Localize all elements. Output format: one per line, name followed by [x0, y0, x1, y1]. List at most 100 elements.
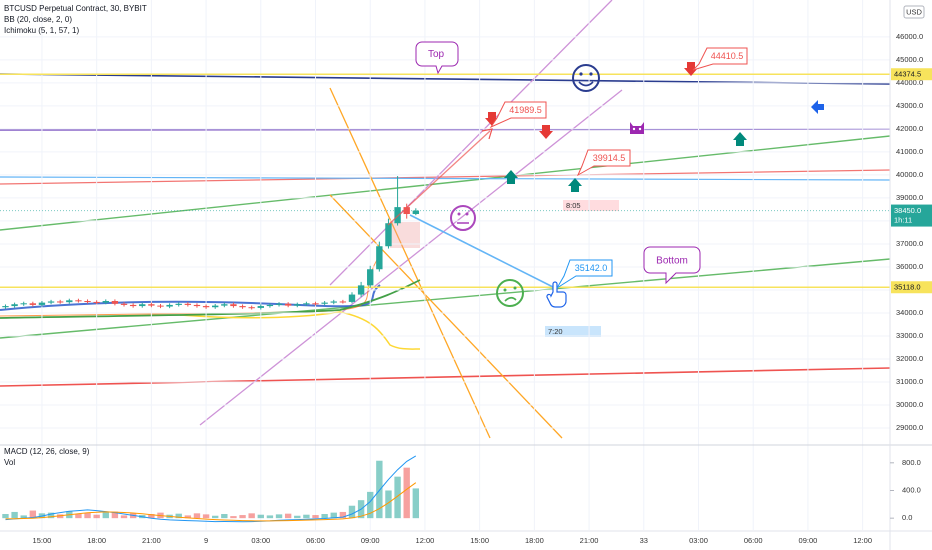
trend-line [0, 367, 891, 387]
price-label-bg [891, 281, 932, 294]
volume-bar [385, 490, 392, 519]
price-label-bg [891, 68, 932, 81]
volume-bar [266, 515, 274, 519]
candle-body [193, 304, 201, 307]
x-tick-label: 18:00 [87, 536, 106, 545]
x-tick-label: 9 [204, 536, 208, 545]
callout: Bottom [643, 246, 701, 285]
volume-bar [284, 513, 292, 519]
y-tick-label: 41000.0 [896, 147, 923, 156]
candle-body [66, 300, 73, 303]
candle-body [348, 294, 356, 302]
y-tick-label: 33000.0 [896, 331, 923, 340]
candle-body [2, 306, 9, 308]
volume-bar [29, 510, 37, 519]
price-label: 38450.0 [894, 206, 921, 215]
y-tick-label: 39000.0 [896, 193, 923, 202]
down-arrow [485, 112, 499, 126]
candle-body [184, 303, 192, 305]
y-tick-label: 31000.0 [896, 377, 923, 386]
x-tick-label: 03:00 [689, 536, 708, 545]
plot [0, 73, 890, 523]
volume-bar [339, 511, 347, 519]
callout: 44410.5 [692, 47, 748, 71]
candle-body [303, 303, 310, 305]
volume-bar [303, 514, 310, 519]
bb-band [0, 284, 381, 311]
trend-line [0, 176, 891, 181]
volume-bar [239, 515, 246, 519]
candle-body [212, 305, 219, 308]
volume-bar [84, 512, 91, 519]
y-tick-label: 36000.0 [896, 262, 923, 271]
x-tick-label: 33 [640, 536, 648, 545]
candle-body [330, 301, 337, 303]
indicator-line [5, 455, 417, 523]
candle-body [294, 304, 301, 306]
cat-icon [630, 122, 644, 134]
y-tick-label: 43000.0 [896, 101, 923, 110]
sad-face [496, 279, 524, 307]
volume-bar [230, 516, 237, 519]
candle-body [175, 303, 182, 305]
volume-bar [111, 511, 119, 519]
candle-body [367, 269, 374, 286]
volume-bar [412, 488, 420, 519]
ichimoku-line [179, 311, 421, 350]
volume-bar [275, 514, 283, 519]
hand-pointer [546, 281, 567, 308]
indicator-label: Ichimoku (5, 1, 57, 1) [4, 26, 79, 35]
countdown: 1h:11 [894, 216, 912, 225]
volume-bar [294, 515, 301, 519]
volume-bar [148, 514, 155, 519]
x-tick-label: 06:00 [744, 536, 763, 545]
volume-bar [321, 514, 328, 519]
candle-body [266, 304, 274, 307]
channel-line [199, 89, 623, 426]
indicator-label: Vol [4, 458, 15, 467]
candle-body [403, 207, 410, 215]
candle-body [257, 306, 264, 308]
callout: 39914.5 [576, 149, 631, 177]
time-box [545, 326, 601, 337]
price-label: 44374.5 [894, 70, 921, 79]
ichimoku-line [0, 279, 421, 319]
callout-text: Bottom [656, 256, 688, 267]
volume-bar [93, 514, 100, 519]
candle-body [139, 304, 146, 307]
candle-body [20, 303, 27, 305]
trend-line [0, 258, 891, 339]
candle-body [129, 304, 137, 307]
candle-body [166, 304, 173, 307]
candle-body [202, 306, 210, 308]
currency: USD [906, 7, 922, 16]
time-box [563, 200, 619, 211]
y-tick-label: 29000.0 [896, 423, 923, 432]
channel-line [329, 0, 613, 286]
volume-bar [348, 505, 356, 519]
price-label: 35118.0 [894, 283, 921, 292]
y-tick-label: 32000.0 [896, 354, 923, 363]
candle-body [357, 285, 365, 295]
candle-body [102, 301, 109, 303]
callout-text: 41989.5 [509, 105, 542, 115]
candle-body [75, 300, 82, 302]
callout-text: Top [428, 49, 445, 60]
candle-body [56, 301, 64, 303]
y-tick-label: 44000.0 [896, 78, 923, 87]
left-arrow [811, 100, 824, 114]
candle-body [93, 301, 100, 303]
candle-body [321, 302, 328, 304]
callout-text: 35142.0 [575, 263, 608, 273]
volume-bar [75, 514, 82, 519]
volume-bar [403, 467, 410, 519]
x-tick-label: 12:00 [416, 536, 435, 545]
down-arrow [539, 125, 553, 139]
price-label-bg [891, 204, 932, 227]
y-tick-label: 34000.0 [896, 308, 923, 317]
candle-body [120, 303, 128, 305]
axes: 29000.0 30000.0 31000.0 32000.0 33000.0 34000… [33, 32, 932, 545]
candle-body [157, 305, 164, 307]
up-arrow [733, 132, 747, 146]
